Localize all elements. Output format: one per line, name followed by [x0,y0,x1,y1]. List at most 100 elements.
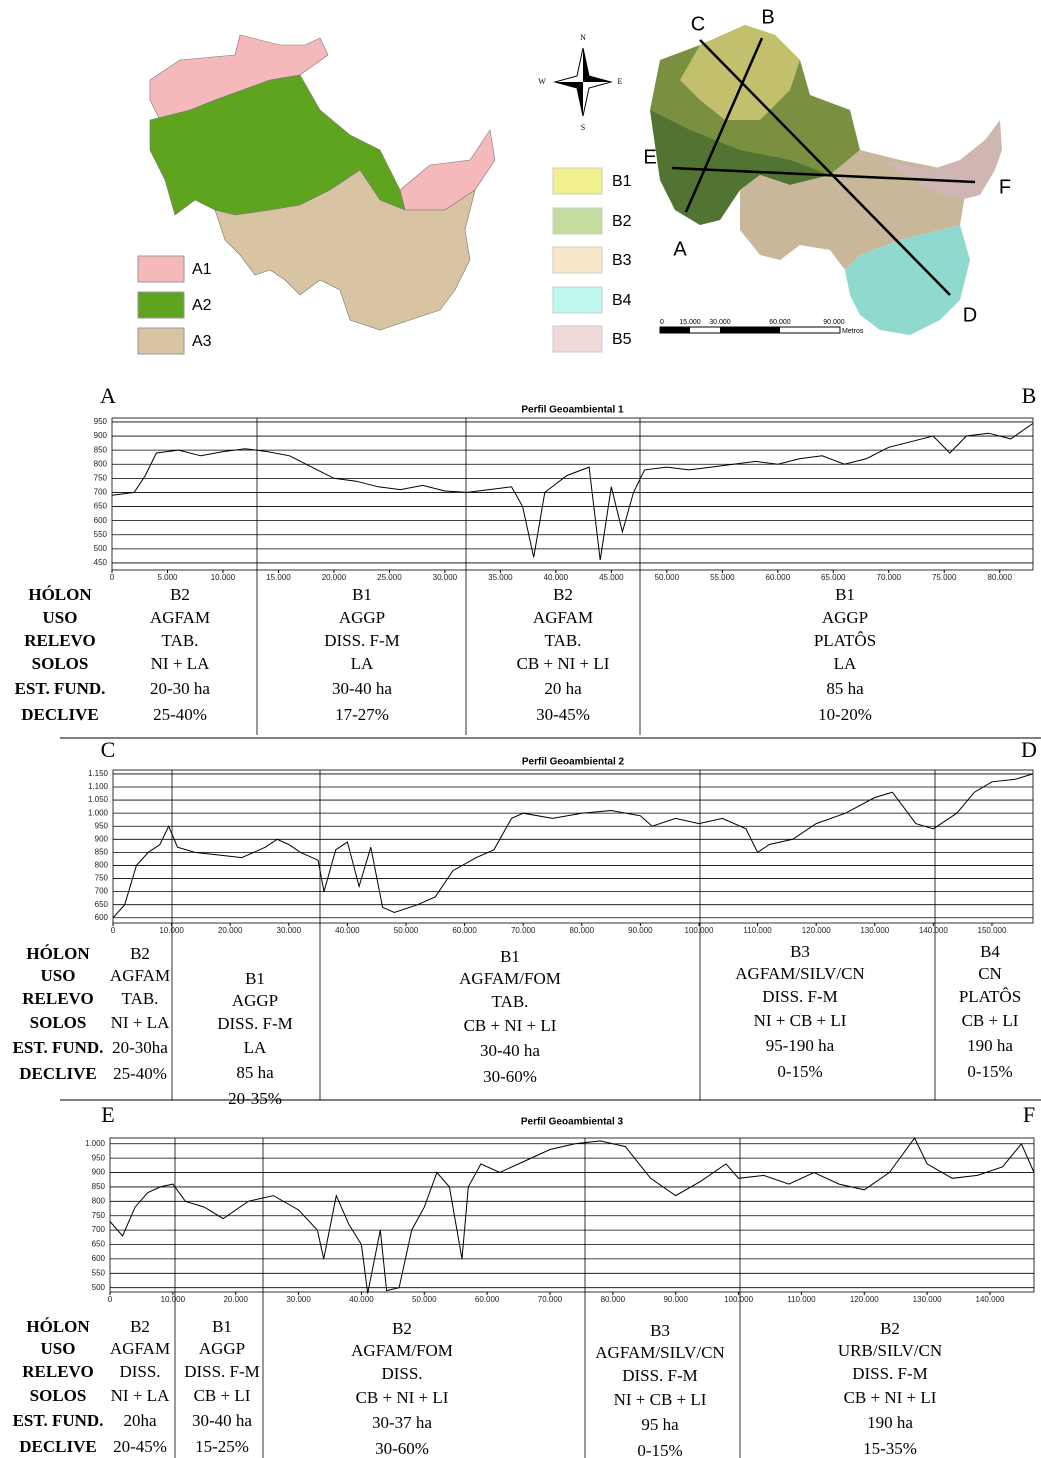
row-label: EST. FUND. [13,1411,104,1430]
section-label: E [643,146,656,168]
map-region [214,169,476,331]
section-label: D [963,304,977,326]
table-cell: DISS. F-M [622,1366,698,1385]
table-cell: AGFAM [110,966,170,985]
row-label: USO [41,966,76,985]
table-cell: AGFAM [533,608,593,627]
end-label: B [1022,383,1037,408]
row-label: EST. FUND. [15,679,106,698]
table-cell: 30-40 ha [332,679,392,698]
end-label: F [1023,1102,1035,1127]
table-cell: B1 [835,585,855,604]
y-tick-label: 900 [95,834,109,843]
table-cell: DISS. F-M [184,1362,260,1381]
map-right [650,25,1002,335]
table-cell: AGFAM [110,1339,170,1358]
legend-swatch [552,325,603,353]
x-tick-label: 15.000 [266,573,291,582]
x-tick-label: 45.000 [599,573,624,582]
legend-swatch [137,291,185,319]
table-cell: 0-15% [967,1062,1012,1081]
y-tick-label: 1.050 [88,795,109,804]
table-cell: 30-60% [375,1439,429,1458]
table-cell: 0-15% [777,1062,822,1081]
y-tick-label: 500 [92,1283,106,1292]
compass-label: N [580,33,586,42]
row-label: HÓLON [28,585,92,604]
x-tick-label: 10.000 [211,573,236,582]
legend-label: A1 [192,261,212,278]
legend-label: B1 [612,173,632,190]
row-label: HÓLON [26,944,90,963]
table-cell: 30-45% [536,705,590,724]
table-cell: DISS. F-M [762,987,838,1006]
y-tick-label: 850 [92,1182,106,1191]
table-cell: B3 [650,1321,670,1340]
table-cell: 25-40% [113,1064,167,1083]
y-tick-label: 850 [94,445,108,454]
table-cell: CB + NI + LI [356,1388,449,1407]
x-tick-label: 140.000 [919,926,948,935]
table-cell: B3 [790,942,810,961]
y-tick-label: 650 [92,1240,106,1249]
y-tick-label: 750 [94,473,108,482]
y-tick-label: 650 [95,900,109,909]
x-tick-label: 30.000 [433,573,458,582]
table-cell: LA [244,1038,267,1057]
table-cell: 15-25% [195,1437,249,1456]
table-cell: DISS. F-M [217,1014,293,1033]
x-tick-label: 50.000 [412,1295,437,1304]
x-tick-label: 60.000 [766,573,791,582]
table-cell: NI + LA [111,1386,170,1405]
compass [553,47,613,117]
table-cell: B2 [880,1319,900,1338]
table-cell: 17-27% [335,705,389,724]
table-cell: CB + NI + LI [464,1016,557,1035]
y-tick-label: 1.150 [88,769,109,778]
map-region [845,225,970,335]
x-tick-label: 55.000 [710,573,735,582]
section-label: A [673,238,687,260]
x-tick-label: 50.000 [655,573,680,582]
compass-label: W [538,77,546,86]
table-cell: AGGP [232,991,278,1010]
table-cell: B1 [500,947,520,966]
compass-label: S [581,123,585,132]
chart-title: Perfil Geoambiental 3 [521,1117,624,1128]
row-label: RELEVO [22,989,93,1008]
y-tick-label: 750 [92,1211,106,1220]
table-cell: AGFAM [150,608,210,627]
table-cell: 95 ha [641,1415,679,1434]
table-cell: B1 [245,969,265,988]
legend-label: B3 [612,252,632,269]
table-cell: 20-30 ha [150,679,210,698]
table-cell: 25-40% [153,705,207,724]
y-tick-label: 850 [95,847,109,856]
row-label: USO [43,608,78,627]
y-tick-label: 550 [92,1268,106,1277]
table-cell: AGFAM/FOM [351,1341,453,1360]
y-tick-label: 600 [92,1254,106,1263]
row-label: RELEVO [24,631,95,650]
x-tick-label: 65.000 [821,573,846,582]
row-label: HÓLON [26,1317,90,1336]
table-cell: CN [978,964,1002,983]
x-tick-label: 80.000 [987,573,1012,582]
map-left [149,34,496,331]
elevation-line [111,422,1034,561]
x-tick-label: 70.000 [511,926,536,935]
x-tick-label: 5.000 [157,573,178,582]
row-label: EST. FUND. [13,1038,104,1057]
elevation-line [109,1137,1035,1294]
table-cell: AGFAM/SILV/CN [595,1343,724,1362]
x-tick-label: 0 [111,926,116,935]
x-tick-label: 60.000 [452,926,477,935]
y-tick-label: 500 [94,544,108,553]
row-label: SOLOS [32,654,89,673]
table-cell: DISS. [119,1362,160,1381]
scale-label: 30.000 [709,319,731,326]
x-tick-label: 130.000 [913,1295,942,1304]
section-label: C [691,13,705,35]
table-cell: NI + LA [151,654,210,673]
y-tick-label: 950 [95,821,109,830]
